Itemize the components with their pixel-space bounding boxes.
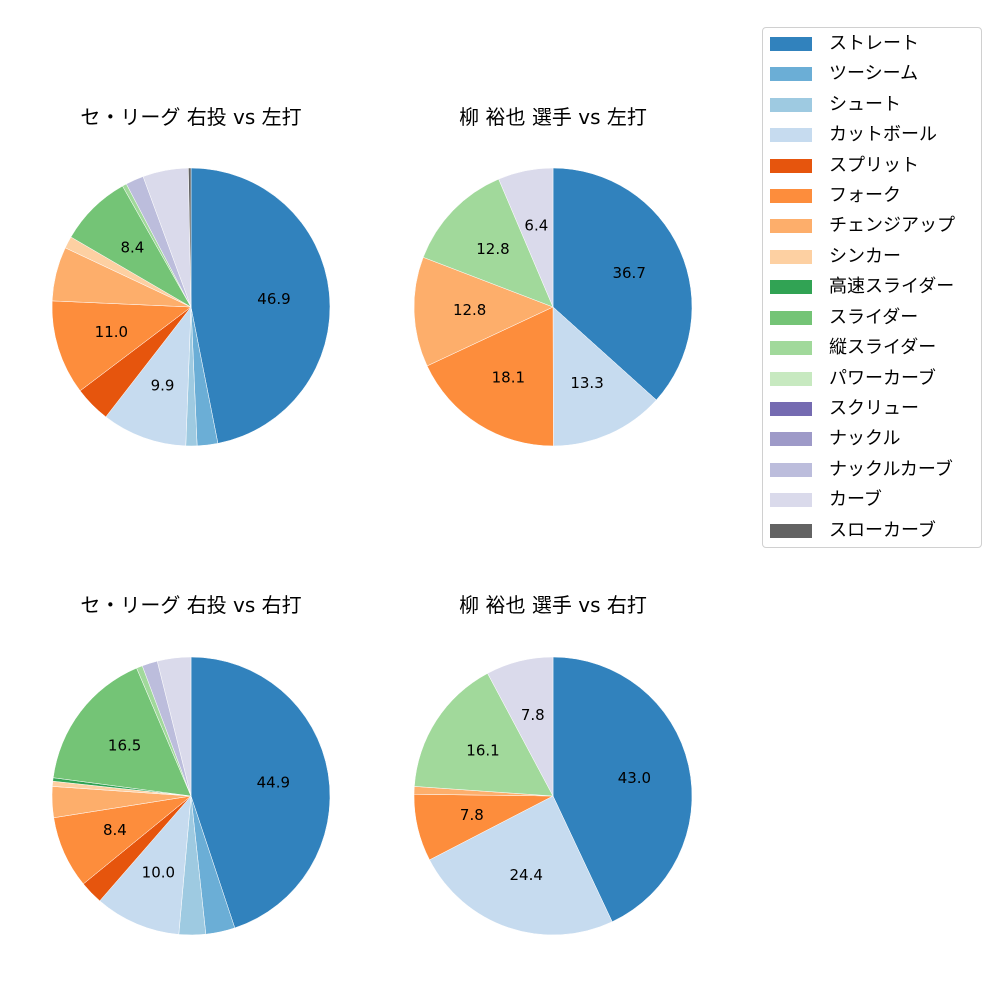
- legend-item-vertical-slider: 縦スライダー: [770, 338, 936, 358]
- legend-swatch: [770, 128, 812, 142]
- pie-slice: [429, 795, 613, 936]
- legend-label: カーブ: [829, 489, 882, 510]
- legend-label: シュート: [829, 94, 901, 115]
- legend-item-shoot: シュート: [770, 95, 901, 115]
- legend-item-fast-slider: 高速スライダー: [770, 277, 954, 297]
- legend-item-knuckleball: ナックル: [770, 429, 900, 449]
- slice-percent-label: 8.4: [103, 821, 127, 839]
- legend-item-fork: フォーク: [770, 186, 901, 206]
- slice-percent-label: 16.5: [108, 737, 141, 755]
- slice-percent-label: 7.8: [460, 806, 484, 824]
- pie-slice: [190, 167, 331, 444]
- legend-item-power-curve: パワーカーブ: [770, 369, 936, 389]
- legend-label: スプリット: [829, 155, 919, 176]
- slice-percent-label: 46.9: [257, 290, 290, 308]
- slice-percent-label: 16.1: [466, 742, 499, 760]
- legend-swatch: [770, 341, 812, 355]
- chart-title-pitcher-vs-right: 柳 裕也 選手 vs 右打: [459, 593, 647, 617]
- chart-title-league-vs-right: セ・リーグ 右投 vs 右打: [80, 593, 302, 617]
- slice-percent-label: 12.8: [476, 240, 509, 258]
- legend-item-slider: スライダー: [770, 308, 918, 328]
- slice-percent-label: 7.8: [521, 706, 545, 724]
- legend-swatch: [770, 159, 812, 173]
- slice-percent-label: 8.4: [120, 239, 144, 257]
- legend-label: 縦スライダー: [829, 337, 937, 358]
- legend: ストレート ツーシーム シュート カットボール スプリット フォーク チェンジア…: [762, 27, 982, 548]
- legend-swatch: [770, 463, 812, 477]
- chart-title-league-vs-left: セ・リーグ 右投 vs 左打: [80, 105, 302, 129]
- legend-item-straight: ストレート: [770, 34, 919, 54]
- slice-percent-label: 10.0: [142, 864, 175, 882]
- legend-swatch: [770, 524, 812, 538]
- legend-label: 高速スライダー: [829, 276, 955, 297]
- pie-slice: [414, 673, 554, 797]
- pie-slice: [105, 306, 192, 447]
- legend-label: パワーカーブ: [829, 368, 936, 389]
- chart-title-pitcher-vs-left: 柳 裕也 選手 vs 左打: [459, 105, 647, 129]
- legend-swatch: [770, 219, 812, 233]
- legend-label: ナックル: [829, 428, 901, 449]
- slice-percent-label: 9.9: [151, 376, 175, 394]
- legend-label: チェンジアップ: [829, 215, 955, 236]
- legend-swatch: [770, 98, 812, 112]
- legend-item-two-seam: ツーシーム: [770, 64, 918, 84]
- pie-slice: [487, 656, 554, 797]
- legend-label: スクリュー: [829, 398, 919, 419]
- legend-swatch: [770, 250, 812, 264]
- pie-slice: [52, 667, 192, 797]
- slice-percent-label: 43.0: [618, 769, 651, 787]
- slice-percent-label: 13.3: [570, 374, 603, 392]
- legend-item-changeup: チェンジアップ: [770, 216, 955, 236]
- legend-swatch: [770, 189, 812, 203]
- legend-item-splitter: スプリット: [770, 156, 919, 176]
- pie-slice: [552, 656, 693, 923]
- legend-item-curve: カーブ: [770, 490, 882, 510]
- pie-slice: [413, 256, 554, 367]
- legend-swatch: [770, 311, 812, 325]
- legend-swatch: [770, 37, 812, 51]
- legend-label: フォーク: [829, 185, 901, 206]
- slice-percent-label: 18.1: [492, 368, 525, 386]
- legend-label: ナックルカーブ: [829, 459, 953, 480]
- pie-slice: [156, 656, 192, 797]
- legend-label: カットボール: [829, 124, 937, 145]
- legend-swatch: [770, 432, 812, 446]
- legend-label: シンカー: [829, 246, 901, 267]
- legend-swatch: [770, 493, 812, 507]
- legend-item-knuckle-curve: ナックルカーブ: [770, 460, 953, 480]
- legend-swatch: [770, 402, 812, 416]
- slice-percent-label: 6.4: [524, 216, 548, 234]
- slice-percent-label: 24.4: [510, 866, 543, 884]
- legend-item-sinker: シンカー: [770, 247, 901, 267]
- legend-swatch: [770, 280, 812, 294]
- pie-slice: [188, 167, 192, 308]
- pie-slice: [190, 656, 331, 929]
- slice-percent-label: 11.0: [95, 323, 128, 341]
- pie-slice: [552, 167, 693, 401]
- pie-slice: [552, 306, 657, 447]
- pie-slice: [422, 178, 554, 308]
- legend-item-screwball: スクリュー: [770, 399, 919, 419]
- legend-item-cutter: カットボール: [770, 125, 937, 145]
- legend-label: スローカーブ: [829, 520, 936, 541]
- legend-label: ツーシーム: [829, 63, 919, 84]
- slice-percent-label: 12.8: [453, 301, 486, 319]
- legend-label: スライダー: [829, 307, 919, 328]
- slice-percent-label: 44.9: [257, 774, 290, 792]
- pie-slice: [498, 167, 554, 308]
- legend-swatch: [770, 67, 812, 81]
- pie-slice: [51, 300, 192, 392]
- legend-label: ストレート: [829, 33, 919, 54]
- pie-slice: [426, 306, 554, 447]
- pie-slice: [99, 795, 192, 935]
- legend-item-slow-curve: スローカーブ: [770, 521, 936, 541]
- slice-percent-label: 36.7: [612, 264, 645, 282]
- legend-swatch: [770, 372, 812, 386]
